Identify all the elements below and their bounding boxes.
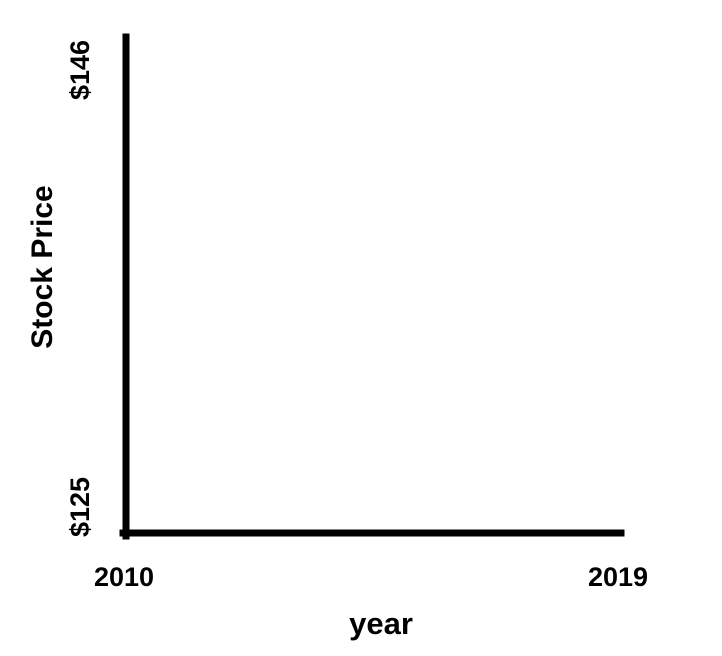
y-tick-label-bottom: $125 xyxy=(65,477,95,537)
x-axis-title: year xyxy=(349,606,413,641)
y-axis-title: Stock Price xyxy=(26,185,59,348)
x-tick-label-start: 2010 xyxy=(94,562,154,592)
x-tick-label-end: 2019 xyxy=(588,562,648,592)
y-tick-label-top: $146 xyxy=(65,40,95,100)
